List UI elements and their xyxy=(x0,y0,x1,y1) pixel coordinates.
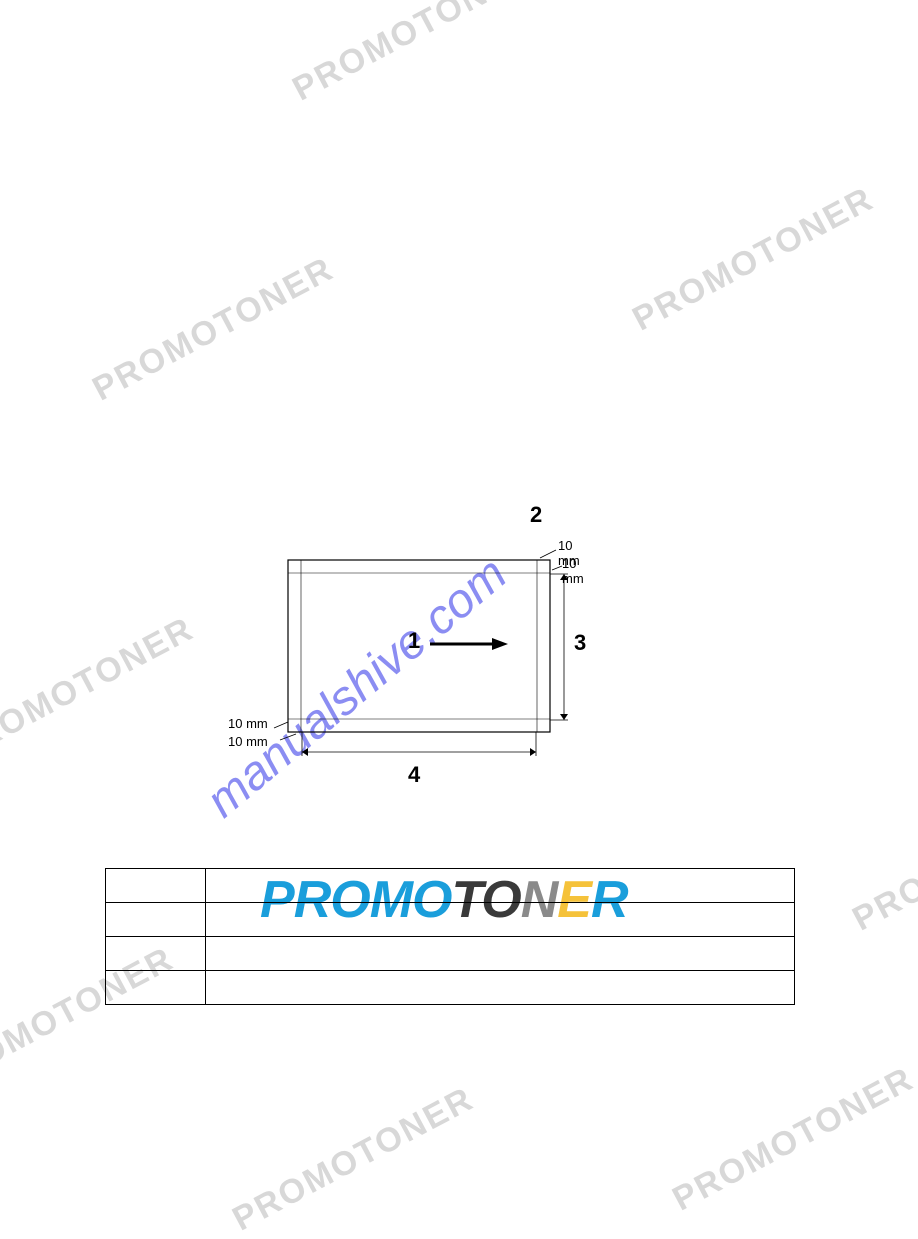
legend-table-grid xyxy=(105,868,795,1005)
table-row xyxy=(106,971,795,1005)
table-cell xyxy=(206,971,795,1005)
table-cell xyxy=(106,937,206,971)
leader-tr1 xyxy=(540,550,556,558)
watermark: PROMOTONER xyxy=(286,0,540,109)
callout-2: 2 xyxy=(530,502,542,528)
table-cell xyxy=(106,869,206,903)
feed-arrow-head xyxy=(492,638,508,650)
dim-bottom-arrow-l xyxy=(302,748,308,756)
dim-bottom-arrow-r xyxy=(530,748,536,756)
watermark: PROMOTONER xyxy=(0,610,200,770)
table-cell xyxy=(206,869,795,903)
print-margin-diagram: 1 2 3 4 10 mm 10 mm 10 mm 10 mm xyxy=(230,510,590,820)
watermark: PROMOTONER xyxy=(846,780,918,940)
leader-bl2 xyxy=(280,734,296,740)
table-cell xyxy=(206,937,795,971)
table-row xyxy=(106,937,795,971)
legend-table xyxy=(105,868,795,1005)
watermark: PROMOTONER xyxy=(86,250,340,410)
callout-3: 3 xyxy=(574,630,586,656)
table-cell xyxy=(106,971,206,1005)
table-row xyxy=(106,903,795,937)
dim-top-right-2: 10 mm xyxy=(562,556,590,586)
callout-1: 1 xyxy=(408,628,420,654)
dim-bot-left-1: 10 mm xyxy=(228,716,268,731)
table-cell xyxy=(206,903,795,937)
table-row xyxy=(106,869,795,903)
dim-bot-left-2: 10 mm xyxy=(228,734,268,749)
watermark: PROMOTONER xyxy=(626,180,880,340)
watermark: PROMOTONER xyxy=(226,1080,480,1239)
dim-right-arrow-b xyxy=(560,714,568,720)
watermark: PROMOTONER xyxy=(666,1060,918,1220)
table-cell xyxy=(106,903,206,937)
leader-bl1 xyxy=(274,722,288,728)
callout-4: 4 xyxy=(408,762,420,788)
